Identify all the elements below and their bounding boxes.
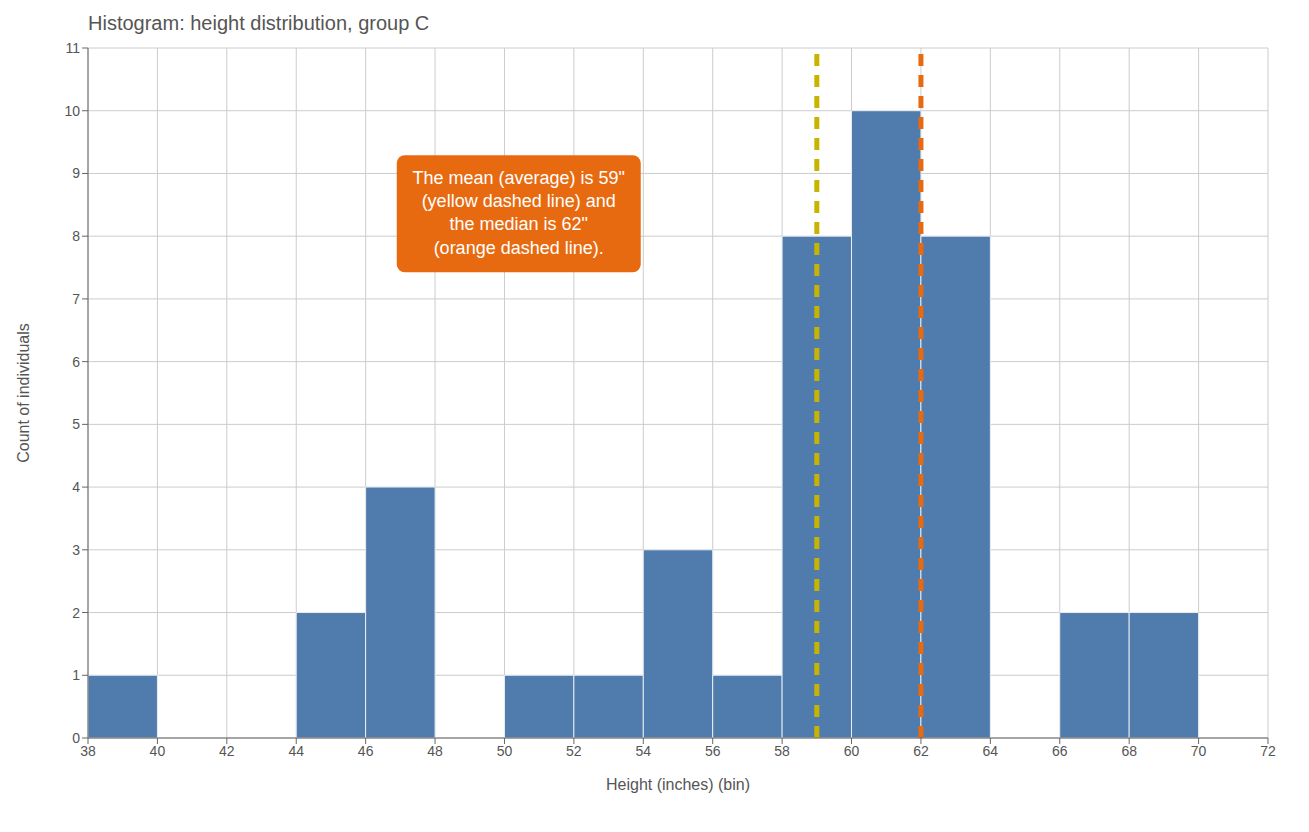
svg-text:42: 42 [219, 743, 235, 759]
html-text:Histogram: height distribution: Histogram: height distribution, group C [88, 12, 430, 34]
svg-text:1: 1 [72, 667, 80, 683]
svg-text:70: 70 [1191, 743, 1207, 759]
svg-text:60: 60 [844, 743, 860, 759]
svg-text:6: 6 [72, 354, 80, 370]
svg-text:11: 11 [65, 40, 80, 56]
svg-text:38: 38 [80, 743, 96, 759]
svg-text:0: 0 [72, 730, 80, 746]
svg-text:64: 64 [983, 743, 999, 759]
svg-text:48: 48 [427, 743, 443, 759]
svg-text:8: 8 [72, 228, 80, 244]
svg-text:68: 68 [1121, 743, 1137, 759]
svg-text:3: 3 [72, 542, 80, 558]
svg-text:4: 4 [72, 479, 80, 495]
svg-text:7: 7 [72, 291, 80, 307]
svg-text:52: 52 [566, 743, 582, 759]
svg-text:58: 58 [774, 743, 790, 759]
html-text:The mean (average) is 59" (yel: The mean (average) is 59" (yellow dashed… [412, 167, 625, 258]
svg-text:46: 46 [358, 743, 374, 759]
svg-text:54: 54 [636, 743, 652, 759]
svg-text:10: 10 [64, 103, 80, 119]
svg-text:9: 9 [72, 165, 80, 181]
svg-text:44: 44 [288, 743, 304, 759]
svg-text:56: 56 [705, 743, 721, 759]
svg-text:Count of individuals: Count of individuals [15, 323, 32, 463]
svg-text:Height (inches) (bin): Height (inches) (bin) [606, 776, 750, 793]
svg-text:2: 2 [72, 605, 80, 621]
svg-text:50: 50 [497, 743, 513, 759]
svg-text:62: 62 [913, 743, 929, 759]
svg-text:40: 40 [150, 743, 166, 759]
svg-text:66: 66 [1052, 743, 1068, 759]
svg-text:5: 5 [72, 416, 80, 432]
svg-text:72: 72 [1260, 743, 1276, 759]
